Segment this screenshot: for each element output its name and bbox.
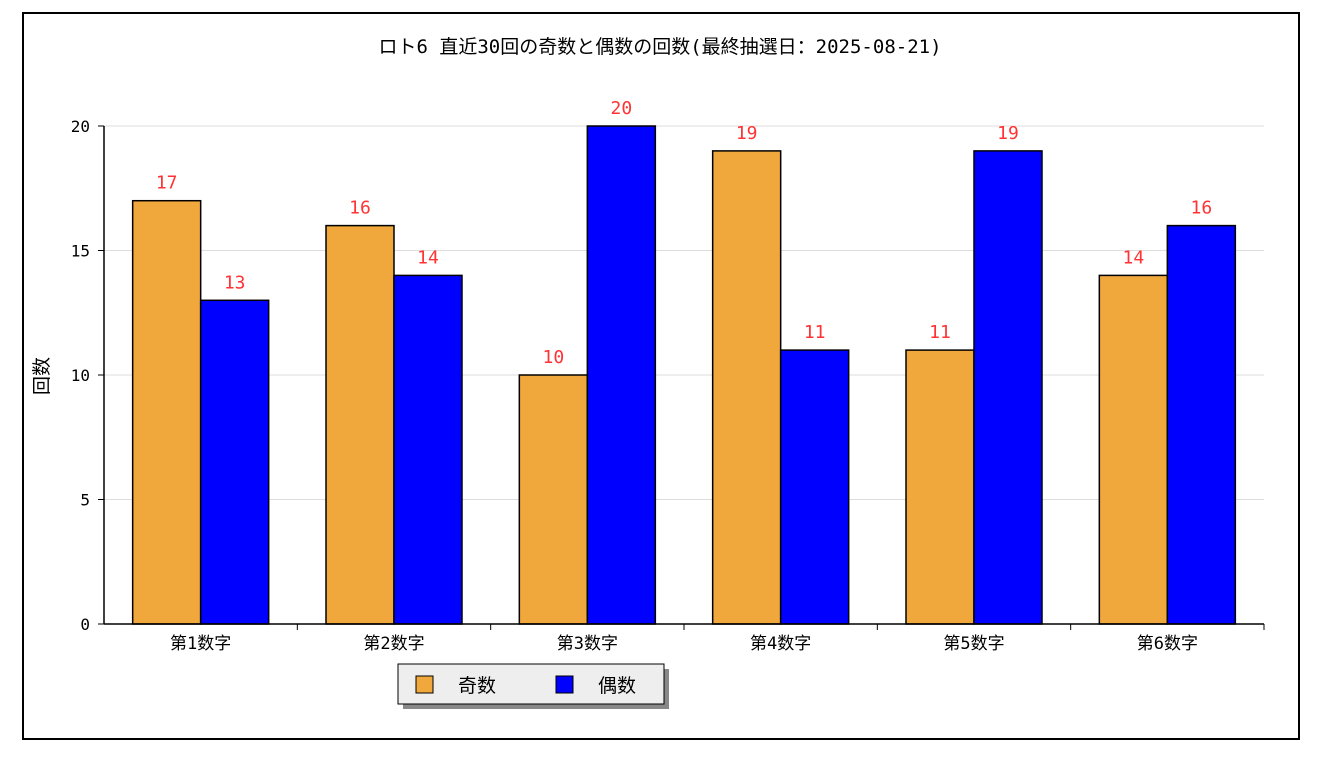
legend-box	[397, 663, 665, 705]
data-label: 19	[736, 123, 758, 144]
data-label: 16	[349, 198, 371, 219]
bar-odd	[1098, 274, 1169, 625]
legend-label: 奇数	[458, 675, 496, 697]
bar-even	[973, 150, 1043, 625]
data-label: 13	[224, 272, 246, 293]
chart-title: ロト6 直近30回の奇数と偶数の回数(最終抽選日：2025-08-21)	[378, 36, 941, 58]
data-label: 17	[156, 173, 178, 194]
data-label: 20	[610, 98, 632, 119]
x-tick-label: 第2数字	[363, 634, 424, 654]
bar-even	[1166, 224, 1237, 625]
legend-label: 偶数	[598, 675, 636, 697]
data-label: 10	[542, 347, 564, 368]
bar-even	[199, 299, 270, 625]
bar-even	[393, 274, 463, 625]
y-tick-label: 10	[71, 366, 90, 385]
bar-odd	[905, 349, 975, 625]
legend-swatch-even	[555, 675, 574, 694]
y-tick-label: 15	[71, 242, 90, 261]
bar-odd	[131, 199, 202, 625]
data-label: 11	[929, 322, 951, 343]
y-tick-label: 5	[80, 491, 90, 510]
labels-layer: 17 13 16 14 10 20 19 11 11 19 14 16	[156, 98, 1212, 368]
x-tick-label: 第5数字	[943, 634, 1004, 654]
axes-layer: 0 5 10 15 20 第1数字 第2数字 第3数字 第4数字 第5数字 第6数字	[71, 117, 1265, 654]
bars-layer	[131, 125, 1237, 625]
y-axis-label: 回数	[31, 357, 53, 395]
grid-layer	[104, 125, 1264, 500]
bar-even	[586, 125, 657, 625]
data-label: 19	[997, 123, 1019, 144]
x-tick-label: 第3数字	[557, 634, 618, 654]
data-label: 16	[1190, 198, 1212, 219]
legend: 奇数 偶数	[397, 663, 669, 709]
data-label: 14	[417, 247, 439, 268]
x-tick-label: 第1数字	[170, 634, 231, 654]
bar-odd	[518, 374, 589, 625]
bar-even	[779, 349, 850, 625]
bar-odd	[711, 150, 782, 625]
bar-odd	[325, 224, 395, 625]
y-tick-label: 0	[80, 615, 90, 634]
y-tick-label: 20	[71, 117, 90, 136]
data-label: 14	[1122, 247, 1144, 268]
data-label: 11	[804, 322, 826, 343]
x-tick-label: 第6数字	[1137, 634, 1198, 654]
legend-swatch-odd	[415, 675, 434, 694]
x-tick-label: 第4数字	[750, 634, 811, 654]
